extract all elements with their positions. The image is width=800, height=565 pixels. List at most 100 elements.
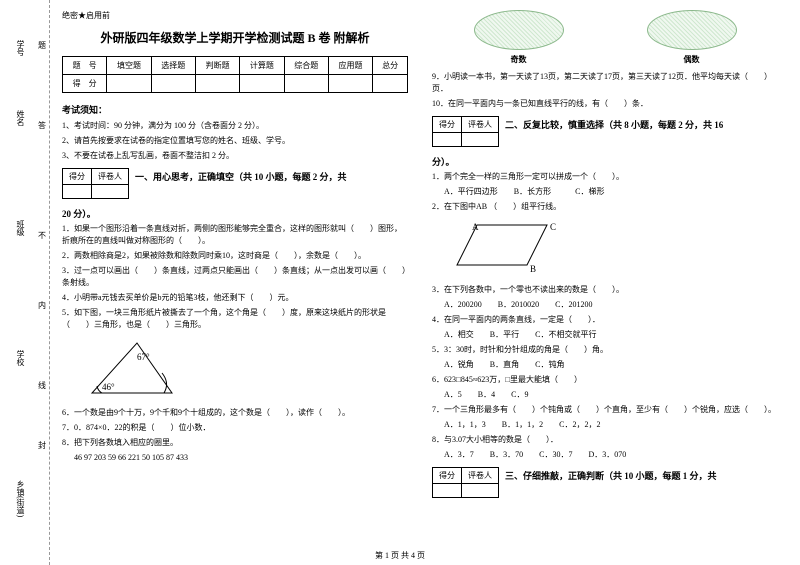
cell bbox=[107, 75, 151, 93]
not-char: 不 bbox=[38, 230, 46, 241]
q9: 9．小明读一本书，第一天读了13页，第二天读了17页，第三天读了12页．他平均每… bbox=[432, 71, 778, 95]
grader-table: 得分评卷人 bbox=[62, 168, 129, 199]
paper-title: 外研版四年级数学上学期开学检测试题 B 卷 附解析 bbox=[62, 29, 408, 46]
q1: 1．如果一个图形沿着一条直线对折，两侧的图形能够完全重合，这样的图形就叫（ ）图… bbox=[62, 223, 408, 247]
q8: 8．把下列各数填入相应的圈里。 bbox=[62, 437, 408, 449]
section-1-title: 一、用心思考，正确填空（共 10 小题，每题 2 分，共 bbox=[135, 168, 347, 183]
page-container: 乡镇(街道) 学校 班级 姓名 学号 封 线 内 不 答 题 绝密★启用前 外研… bbox=[0, 0, 800, 565]
q7: 7．0．874×0．22的积是（ ）位小数． bbox=[62, 422, 408, 434]
left-column: 绝密★启用前 外研版四年级数学上学期开学检测试题 B 卷 附解析 题 号 填空题… bbox=[50, 0, 420, 565]
score-cell: 得分 bbox=[433, 468, 462, 484]
grader-table: 得分评卷人 bbox=[432, 467, 499, 498]
table-row: 得 分 bbox=[63, 75, 408, 93]
section-3-header: 得分评卷人 三、仔细推敲，正确判断（共 10 小题，每题 1 分，共 bbox=[432, 467, 778, 498]
th-num: 题 号 bbox=[63, 57, 107, 75]
margin-township: 乡镇(街道) bbox=[15, 480, 26, 517]
point-b: B bbox=[530, 264, 536, 274]
content-area: 绝密★启用前 外研版四年级数学上学期开学检测试题 B 卷 附解析 题 号 填空题… bbox=[50, 0, 800, 565]
grader-cell: 评卷人 bbox=[462, 117, 499, 133]
cell bbox=[284, 75, 328, 93]
cell bbox=[433, 484, 462, 498]
section-2-header: 得分评卷人 二、反复比较，慎重选择（共 8 小题，每题 2 分，共 16 bbox=[432, 116, 778, 147]
q4: 4．小明带a元钱去买单价是b元的铅笔3枝，他还剩下（ ）元。 bbox=[62, 292, 408, 304]
cell bbox=[328, 75, 372, 93]
s2q4-opts: A．相交 B．平行 C．不相交就平行 bbox=[444, 329, 778, 341]
odd-oval bbox=[474, 10, 564, 50]
cell bbox=[373, 75, 408, 93]
margin-id: 学号 bbox=[15, 40, 26, 56]
th-comp: 综合题 bbox=[284, 57, 328, 75]
q10: 10．在同一平面内与一条已知直线平行的线，有（ ）条． bbox=[432, 98, 778, 110]
inside-char: 内 bbox=[38, 300, 46, 311]
binding-margin: 乡镇(街道) 学校 班级 姓名 学号 封 线 内 不 答 题 bbox=[0, 0, 50, 565]
q2: 2．两数相除商是2，如果被除数和除数同时乘10，这时商是（ ），余数是（ ）。 bbox=[62, 250, 408, 262]
s2q6: 6．623□845≈623万，□里最大能填（ ） bbox=[432, 374, 778, 386]
parallelogram-figure: A B C bbox=[452, 220, 562, 275]
angle-46: 46° bbox=[102, 382, 115, 392]
right-column: 奇数 偶数 9．小明读一本书，第一天读了13页，第二天读了17页，第三天读了12… bbox=[420, 0, 790, 565]
notice-2: 2、请首先按要求在试卷的指定位置填写您的姓名、班级、学号。 bbox=[62, 135, 408, 147]
grader-cell: 评卷人 bbox=[462, 468, 499, 484]
oval-labels: 奇数 偶数 bbox=[432, 54, 778, 65]
th-app: 应用题 bbox=[328, 57, 372, 75]
s2q8: 8．与3.07大小相等的数是（ ）． bbox=[432, 434, 778, 446]
secret-label: 绝密★启用前 bbox=[62, 10, 408, 21]
notice-3: 3、不要在试卷上乱写乱画，卷面不整洁扣 2 分。 bbox=[62, 150, 408, 162]
score-cell: 得分 bbox=[433, 117, 462, 133]
cell bbox=[240, 75, 284, 93]
q5: 5．如下图，一块三角形纸片被撕去了一个角，这个角是（ ）度，原来这块纸片的形状是… bbox=[62, 307, 408, 331]
even-oval bbox=[647, 10, 737, 50]
question-char: 题 bbox=[38, 40, 46, 51]
grader-cell: 评卷人 bbox=[92, 169, 129, 185]
point-c: C bbox=[550, 222, 556, 232]
th-calc: 计算题 bbox=[240, 57, 284, 75]
section-3-title: 三、仔细推敲，正确判断（共 10 小题，每题 1 分，共 bbox=[505, 467, 717, 482]
s2q3-opts: A．200200 B．2010020 C．201200 bbox=[444, 299, 778, 311]
s2q8-opts: A．3．7 B．3．70 C．30．7 D．3．070 bbox=[444, 449, 778, 461]
section-1-header: 得分评卷人 一、用心思考，正确填空（共 10 小题，每题 2 分，共 bbox=[62, 168, 408, 199]
s2q5-opts: A．锐角 B．直角 C．钝角 bbox=[444, 359, 778, 371]
s2q1-opts: A．平行四边形 B．长方形 C．梯形 bbox=[444, 186, 778, 198]
s2q1: 1．两个完全一样的三角形一定可以拼成一个（ ）。 bbox=[432, 171, 778, 183]
section-1-title-cont: 20 分）。 bbox=[62, 205, 408, 220]
score-cell: 得分 bbox=[63, 169, 92, 185]
cell bbox=[462, 133, 499, 147]
triangle-figure: 67° 46° bbox=[82, 338, 182, 398]
answer-char: 答 bbox=[38, 120, 46, 131]
q3: 3．过一点可以画出（ ）条直线，过两点只能画出（ ）条直线；从一点出发可以画（ … bbox=[62, 265, 408, 289]
section-2-title-cont: 分）。 bbox=[432, 153, 778, 168]
s2q2: 2．在下图中AB （ ）组平行线。 bbox=[432, 201, 778, 213]
point-a: A bbox=[472, 222, 479, 232]
margin-class: 班级 bbox=[15, 220, 26, 236]
q6: 6．一个数是由9个十万，9个千和9个十组成的，这个数是（ ），读作（ ）。 bbox=[62, 407, 408, 419]
margin-school: 学校 bbox=[15, 350, 26, 366]
th-fill: 填空题 bbox=[107, 57, 151, 75]
margin-name: 姓名 bbox=[15, 110, 26, 126]
cell bbox=[433, 133, 462, 147]
cell bbox=[151, 75, 195, 93]
table-row: 题 号 填空题 选择题 判断题 计算题 综合题 应用题 总分 bbox=[63, 57, 408, 75]
angle-67: 67° bbox=[137, 352, 150, 362]
s2q7: 7．一个三角形最多有（ ）个钝角或（ ）个直角，至少有（ ）个锐角，应选（ ）。 bbox=[432, 404, 778, 416]
line-char: 线 bbox=[38, 380, 46, 391]
s2q7-opts: A．1，1，3 B．1，1，2 C．2，2，2 bbox=[444, 419, 778, 431]
q8-numbers: 46 97 203 59 66 221 50 105 87 433 bbox=[74, 452, 408, 464]
score-summary-table: 题 号 填空题 选择题 判断题 计算题 综合题 应用题 总分 得 分 bbox=[62, 56, 408, 93]
cell bbox=[63, 185, 92, 199]
s2q4: 4．在同一平面内的两条直线，一定是（ ）． bbox=[432, 314, 778, 326]
notice-1: 1、考试时间：90 分钟，满分为 100 分（含卷面分 2 分）。 bbox=[62, 120, 408, 132]
grader-table: 得分评卷人 bbox=[432, 116, 499, 147]
odd-label: 奇数 bbox=[511, 54, 527, 65]
even-label: 偶数 bbox=[684, 54, 700, 65]
th-choice: 选择题 bbox=[151, 57, 195, 75]
venn-ovals bbox=[432, 10, 778, 50]
cell bbox=[92, 185, 129, 199]
s2q5: 5．3：30时，时针和分针组成的角是（ ）角。 bbox=[432, 344, 778, 356]
th-total: 总分 bbox=[373, 57, 408, 75]
section-2-title: 二、反复比较，慎重选择（共 8 小题，每题 2 分，共 16 bbox=[505, 116, 723, 131]
s2q6-opts: A．5 B．4 C．9 bbox=[444, 389, 778, 401]
s2q3: 3．在下列各数中，一个零也不读出来的数是（ ）。 bbox=[432, 284, 778, 296]
th-judge: 判断题 bbox=[195, 57, 239, 75]
seal-char: 封 bbox=[38, 440, 46, 451]
notice-heading: 考试须知： bbox=[62, 103, 408, 116]
